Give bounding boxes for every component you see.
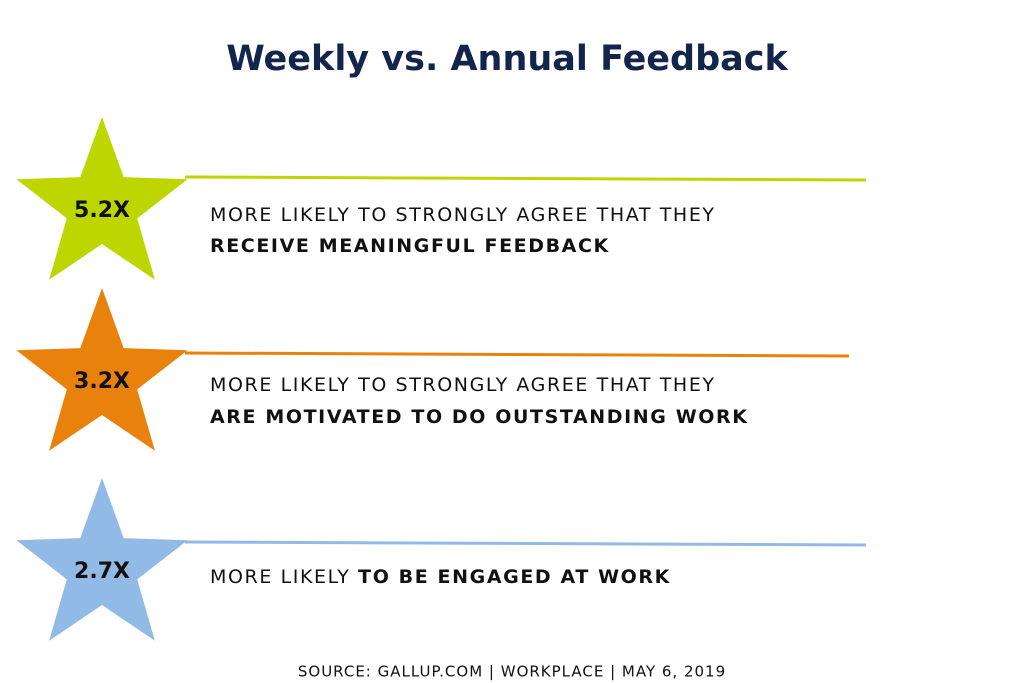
star bbox=[16, 288, 188, 451]
statement-line: ARE MOTIVATED TO DO OUTSTANDING WORK bbox=[210, 406, 749, 428]
statement-line: RECEIVE MEANINGFUL FEEDBACK bbox=[210, 235, 610, 257]
statement-line: MORE LIKELY TO STRONGLY AGREE THAT THEY bbox=[210, 374, 716, 396]
multiplier: 5.2X bbox=[74, 198, 130, 223]
statement-text: MORE LIKELY TO STRONGLY AGREE THAT THEY bbox=[210, 204, 716, 226]
divider-line bbox=[184, 351, 850, 358]
statement-bold: RECEIVE MEANINGFUL FEEDBACK bbox=[210, 235, 610, 257]
title: Weekly vs. Annual Feedback bbox=[226, 39, 788, 79]
source: SOURCE: GALLUP.COM | WORKPLACE | MAY 6, … bbox=[298, 663, 726, 681]
multiplier: 3.2X bbox=[74, 369, 130, 394]
statement-text: MORE LIKELY bbox=[210, 566, 358, 588]
divider-line bbox=[184, 175, 867, 182]
statement-line: MORE LIKELY TO BE ENGAGED AT WORK bbox=[210, 566, 671, 588]
statement-bold: ARE MOTIVATED TO DO OUTSTANDING WORK bbox=[210, 406, 749, 428]
divider-line bbox=[184, 540, 867, 547]
multiplier: 2.7X bbox=[74, 559, 130, 584]
star bbox=[16, 117, 188, 280]
statement-line: MORE LIKELY TO STRONGLY AGREE THAT THEY bbox=[210, 204, 716, 226]
statement-text: MORE LIKELY TO STRONGLY AGREE THAT THEY bbox=[210, 374, 716, 396]
star bbox=[16, 478, 188, 641]
statement-bold: TO BE ENGAGED AT WORK bbox=[358, 566, 671, 588]
